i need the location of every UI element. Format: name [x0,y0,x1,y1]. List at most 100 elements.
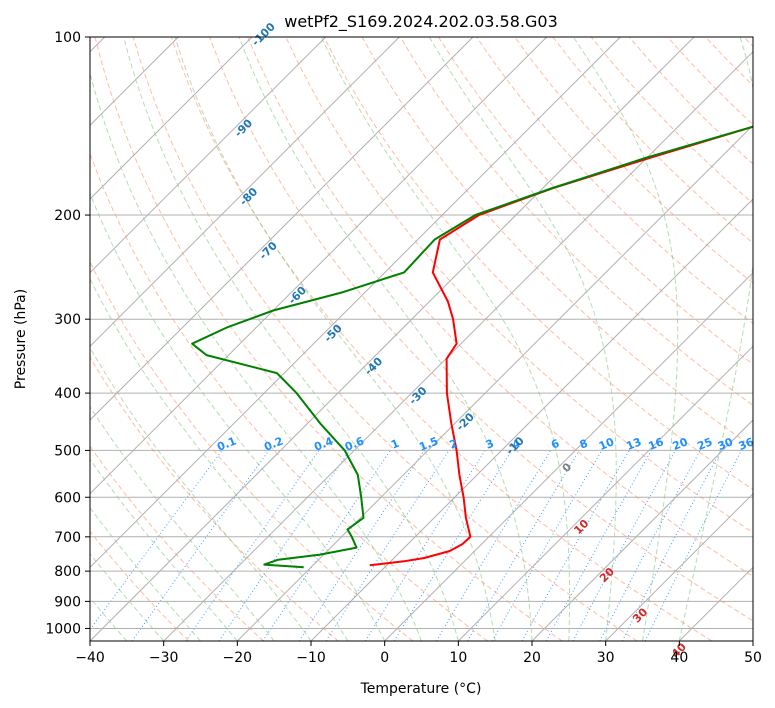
dry-adiabat [667,37,753,126]
y-axis-label: Pressure (hPa) [13,289,29,389]
dry-adiabat [399,37,753,407]
y-tick-label: 500 [54,443,81,459]
x-axis: −40 −30 −20 −10 0 10 20 30 40 50 [75,641,762,666]
mixing-ratio-label: 30 [716,435,735,453]
y-tick-label: 300 [54,312,81,328]
isotherm-line [90,37,695,641]
dry-adiabat [437,37,753,365]
isotherm-label: -60 [286,283,309,306]
mixing-ratio-label: 0.2 [262,434,285,453]
isotherm-label: -90 [232,116,255,139]
dry-adiabat [90,356,339,641]
isotherm-line [90,37,400,348]
dewpoint-profile-line [191,125,753,569]
x-tick-label: 50 [744,650,762,666]
moist-adiabat [90,192,386,641]
mixing-ratio-label: 6 [549,437,561,452]
x-tick-label: 10 [449,650,467,666]
isotherm-label: -100 [249,20,278,49]
isotherm-label: 20 [597,565,617,585]
x-tick-label: 20 [523,650,541,666]
moist-adiabat [123,37,459,641]
dry-adiabat [209,37,753,622]
mixing-ratio-line [262,450,391,641]
mixing-ratio-label: 16 [646,435,665,453]
data-series [191,125,753,569]
x-tick-label: −10 [296,650,326,666]
y-tick-label: 900 [54,594,81,610]
mixing-ratio-label: 0.6 [343,434,366,453]
plot-frame [89,36,754,642]
isotherm-line [90,37,474,421]
moist-adiabat [174,37,496,641]
moist-adiabat [572,37,679,641]
dry-adiabat [170,37,712,641]
mixing-ratio-label: 8 [578,437,590,452]
mixing-ratio-line [621,450,722,641]
mixing-ratio-line [435,450,552,641]
x-tick-label: −40 [75,650,105,666]
dry-adiabat [323,37,753,491]
x-axis-label: Temperature (°C) [360,681,482,697]
mixing-ratio-line [325,450,450,641]
mixing-ratio-line [393,450,513,641]
y-tick-label: 700 [54,530,81,546]
dry-adiabat [132,37,638,641]
isotherm-label: -20 [454,410,477,433]
x-tick-label: 30 [597,650,615,666]
y-tick-label: 1000 [45,621,81,637]
isotherm-line [384,271,753,641]
moist-adiabat [428,37,617,641]
mixing-ratio-label: 3 [484,437,496,452]
isotherm-line [90,37,548,495]
background-lines [90,37,753,641]
isotherm-label: -50 [322,321,345,344]
mixing-ratio-line [218,450,351,641]
isotherm-label: 10 [571,517,591,537]
isotherm-line [236,124,753,641]
mixing-ratio-line [298,450,425,641]
moist-adiabat [238,37,533,641]
grid-lines [90,37,753,641]
isotherm-line [90,37,327,274]
mixing-ratio-line [131,450,270,641]
x-tick-label: 0 [380,650,389,666]
moist-adiabat [320,37,571,641]
isotherm-line [457,345,753,641]
dry-adiabat [90,530,190,641]
isotherm-label: -40 [362,355,385,378]
isotherm-line [678,566,753,641]
moist-adiabat [90,458,238,641]
moist-adiabat [678,37,753,641]
dry-adiabat [90,260,414,641]
mixing-ratio-label: 36 [737,435,756,453]
mixing-ratio-label: 10 [597,435,616,453]
chart-title: wetPf2_S169.2024.202.03.58.G03 [284,12,558,32]
mixing-ratio-label: 13 [624,435,643,453]
dry-adiabat [705,37,753,87]
isotherm-line [605,492,753,641]
mixing-ratio-line [572,450,676,641]
dry-adiabat [514,37,753,284]
y-tick-label: 800 [54,564,81,580]
mixing-ratio-line [364,450,486,641]
mixing-ratio-label: 20 [671,435,690,453]
dry-adiabat [247,37,753,577]
moist-adiabat [90,346,312,641]
y-tick-label: 400 [54,386,81,402]
dry-adiabat [94,37,563,641]
y-tick-label: 100 [54,30,81,46]
isotherm-line [310,198,753,641]
dry-adiabat [90,152,488,641]
moist-adiabat [90,71,422,641]
mixing-ratio-label: 25 [695,435,714,453]
mixing-ratio-line [467,450,580,641]
mixing-ratio-label: 1.5 [417,434,440,453]
isotherm-line [90,37,621,569]
mixing-ratio-line [90,450,223,631]
isotherm-label: -30 [406,384,429,407]
y-tick-label: 200 [54,208,81,224]
x-tick-label: −30 [149,650,179,666]
moist-adiabat [90,277,349,641]
